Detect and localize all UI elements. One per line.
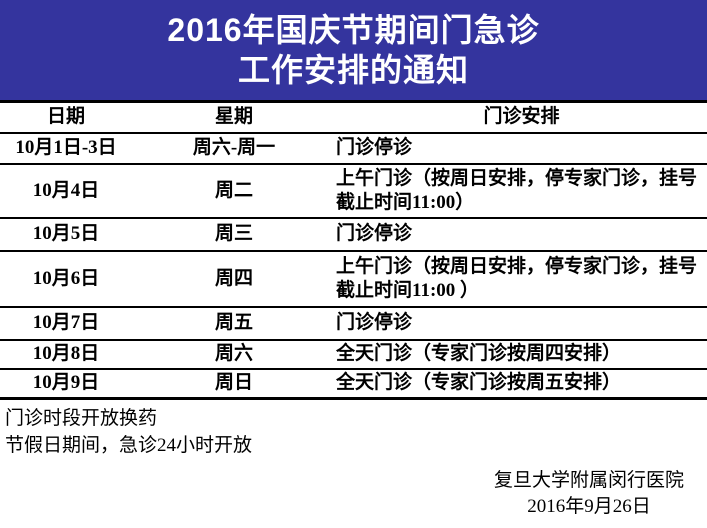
signature-org: 复旦大学附属闵行医院 [493,470,684,491]
cell-arrangement: 全天门诊（专家门诊按周四安排） [336,343,622,364]
table-row: 10月7日 周五 门诊停诊 [0,307,707,340]
cell-arrangement: 门诊停诊 [336,312,413,333]
signature-date: 2016年9月26日 [527,496,651,517]
note-line: 门诊时段开放换药 [5,408,158,429]
table-header-row: 日期 星期 门诊安排 [0,102,707,133]
column-header-weekday: 星期 [214,106,253,128]
cell-weekday: 周五 [214,312,253,333]
cell-weekday: 周三 [214,223,253,244]
signature-block: 复旦大学附属闵行医院 2016年9月26日 [493,468,685,520]
cell-arrangement: 上午门诊（按周日安排，停专家门诊，挂号截止时间11:00 ） [336,255,698,301]
banner-title-line1: 2016年国庆节期间门急诊 [167,12,540,48]
column-header-date: 日期 [46,106,85,128]
schedule-table: 日期 星期 门诊安排 10月1日-3日 周六-周一 门诊停诊 10月4日 周二 … [0,100,707,400]
cell-weekday: 周二 [214,179,253,201]
cell-weekday: 周日 [214,372,253,394]
footer-notes: 门诊时段开放换药 节假日期间，急诊24小时开放 [0,400,707,459]
cell-date: 10月8日 [32,343,100,364]
cell-weekday: 周六-周一 [192,137,276,158]
cell-arrangement: 门诊停诊 [336,137,413,158]
note-line: 节假日期间，急诊24小时开放 [5,435,253,456]
table-row: 10月4日 周二 上午门诊（按周日安排，停专家门诊，挂号截止时间11:00） [0,164,707,218]
cell-date: 10月6日 [32,267,100,289]
cell-date: 10月4日 [32,179,100,201]
cell-date: 10月5日 [32,223,100,244]
table-row: 10月8日 周六 全天门诊（专家门诊按周四安排） [0,340,707,369]
cell-date: 10月9日 [32,372,100,394]
cell-arrangement: 上午门诊（按周日安排，停专家门诊，挂号截止时间11:00） [336,167,698,213]
cell-arrangement: 全天门诊（专家门诊按周五安排） [336,372,622,394]
cell-arrangement: 门诊停诊 [336,223,413,244]
cell-weekday: 周六 [214,343,253,364]
notice-banner: 2016年国庆节期间门急诊 工作安排的通知 [0,0,707,100]
column-header-arrangement: 门诊安排 [483,106,560,128]
table-row: 10月5日 周三 门诊停诊 [0,218,707,251]
banner-title-line2: 工作安排的通知 [237,52,469,88]
table-row: 10月1日-3日 周六-周一 门诊停诊 [0,133,707,164]
cell-date: 10月7日 [32,312,100,333]
cell-date: 10月1日-3日 [15,137,117,158]
table-row: 10月9日 周日 全天门诊（专家门诊按周五安排） [0,369,707,399]
cell-weekday: 周四 [214,267,253,289]
table-row: 10月6日 周四 上午门诊（按周日安排，停专家门诊，挂号截止时间11:00 ） [0,251,707,307]
